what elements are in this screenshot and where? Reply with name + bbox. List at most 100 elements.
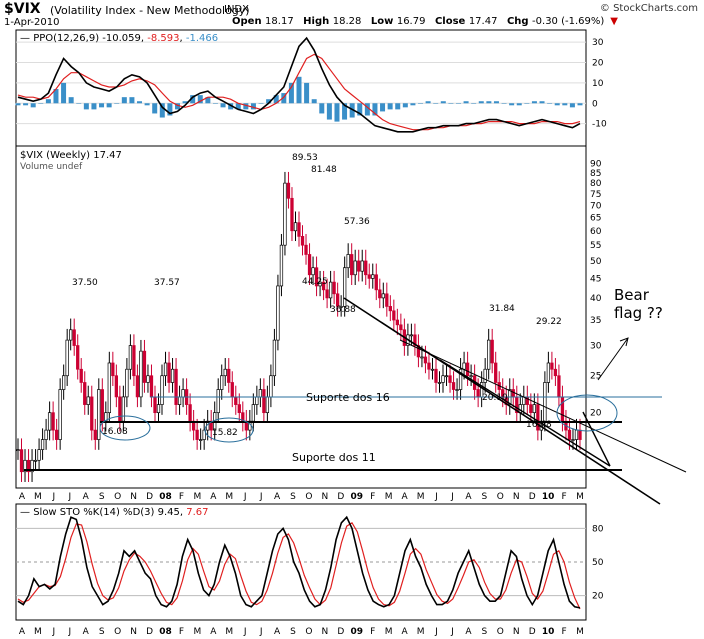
ppo-histogram-bar <box>304 82 310 104</box>
candle-body <box>321 281 326 291</box>
ppo-histogram-bar <box>349 103 355 118</box>
ppo-signal-line <box>17 53 581 131</box>
candle-body <box>76 345 80 370</box>
label-89-53: 89.53 <box>292 153 318 163</box>
price-tick-label: 35 <box>590 316 601 326</box>
support-11-label: Suporte dos 11 <box>292 451 376 464</box>
ppo-histogram-bar <box>250 103 256 110</box>
price-tick-label: 25 <box>590 372 601 382</box>
sto-title: Slow STO %K(14) %D(3) <box>33 507 154 518</box>
low-label: Low <box>370 16 394 27</box>
candle-body <box>413 334 417 346</box>
price-tick-label: 85 <box>590 169 601 179</box>
candle-body <box>465 362 470 377</box>
ppo-histogram-bar <box>410 103 416 106</box>
x-tick-label: M <box>576 627 584 637</box>
ppo-tick-label: 30 <box>592 38 604 48</box>
candle-body <box>16 449 20 451</box>
ppo-histogram-bar <box>455 103 461 104</box>
ppo-signal-value: -8.593 <box>147 33 179 44</box>
candle-body <box>487 339 491 370</box>
candle-body <box>83 382 87 405</box>
candle-body <box>255 396 259 405</box>
candle-body <box>132 345 136 377</box>
ppo-histogram-bar <box>501 103 507 104</box>
x-tick-label: F <box>179 492 184 502</box>
candle-body <box>65 339 69 377</box>
candle-body <box>30 459 34 473</box>
price-tick-label: 60 <box>590 227 602 237</box>
candle-body <box>476 389 480 398</box>
candle-body <box>114 375 119 398</box>
x-tick-label: M <box>34 627 42 637</box>
price-tick-label: 75 <box>590 190 601 200</box>
candle-body <box>26 459 31 473</box>
candle-body <box>307 254 312 276</box>
ppo-histogram-bar <box>516 103 522 106</box>
ppo-histogram-bar <box>440 101 446 104</box>
candle-body <box>350 254 354 276</box>
ppo-hist-value: -1.466 <box>186 33 218 44</box>
chg-value: -0.30 (-1.69%) <box>532 16 605 27</box>
x-tick-label: J <box>52 627 56 637</box>
candle-body <box>328 281 333 299</box>
sto-legend: — Slow STO %K(14) %D(3) 9.45, 7.67 <box>20 507 209 518</box>
price-panel-frame <box>15 145 587 489</box>
candle-body <box>550 362 554 370</box>
ppo-tick-label: -10 <box>592 120 607 130</box>
candle-body <box>118 396 122 422</box>
candle-body <box>139 350 143 398</box>
x-tick-label: D <box>529 627 536 637</box>
candle-body <box>462 362 466 370</box>
candle-body <box>536 404 540 431</box>
stochastic-panel: 80 50 20 — Slow STO %K(14) %D(3) 9.45, 7.6… <box>15 503 604 621</box>
candle-body <box>33 459 38 462</box>
x-tick-label: D <box>529 492 536 502</box>
candle-body <box>276 285 280 341</box>
ppo-histogram-bar <box>53 89 59 104</box>
candle-body <box>364 260 368 276</box>
ppo-histogram-bar <box>380 103 386 112</box>
x-tick-label: S <box>99 627 105 637</box>
candle-body <box>444 375 449 378</box>
x-tick-label: 10 <box>542 492 555 502</box>
candle-body <box>199 439 203 441</box>
candle-body <box>54 429 59 440</box>
candle-body <box>100 389 104 422</box>
x-tick-label: S <box>99 492 105 502</box>
candle-body <box>153 396 157 414</box>
candle-body <box>86 396 90 405</box>
ppo-histogram-bar <box>273 95 279 104</box>
x-tick-label: M <box>417 627 425 637</box>
sto-tick-label: 50 <box>592 558 604 568</box>
ppo-histogram-bar <box>463 101 469 104</box>
candle-body <box>420 356 424 359</box>
label-31-84: 31.84 <box>489 304 515 314</box>
x-tick-label: O <box>114 492 121 502</box>
candle-body <box>286 182 291 199</box>
candle-body <box>79 368 83 383</box>
ppo-histogram-bar <box>220 103 226 108</box>
price-tick-label: 30 <box>590 342 602 352</box>
x-tick-label: A <box>402 627 409 637</box>
ppo-histogram-bar <box>311 99 317 104</box>
candle-body <box>427 362 431 370</box>
bear-flag-arrow <box>597 337 629 381</box>
candle-body <box>423 356 428 364</box>
ppo-histogram-bar <box>402 103 408 108</box>
candle-body <box>156 404 161 414</box>
candle-body <box>23 459 27 473</box>
candle-body <box>146 375 150 383</box>
ppo-histogram-bar <box>159 103 165 118</box>
ppo-histogram-bar <box>182 101 188 104</box>
label-57-36: 57.36 <box>344 217 370 227</box>
x-tick-label: N <box>130 492 137 502</box>
candle-body <box>251 404 255 422</box>
candle-body <box>529 404 533 414</box>
candle-body <box>72 329 76 346</box>
ppo-histogram-bar <box>577 103 583 106</box>
candle-body <box>567 429 572 440</box>
low-value: 16.79 <box>396 16 426 27</box>
ppo-histogram-bar <box>235 103 241 110</box>
sto-grid <box>16 527 586 597</box>
